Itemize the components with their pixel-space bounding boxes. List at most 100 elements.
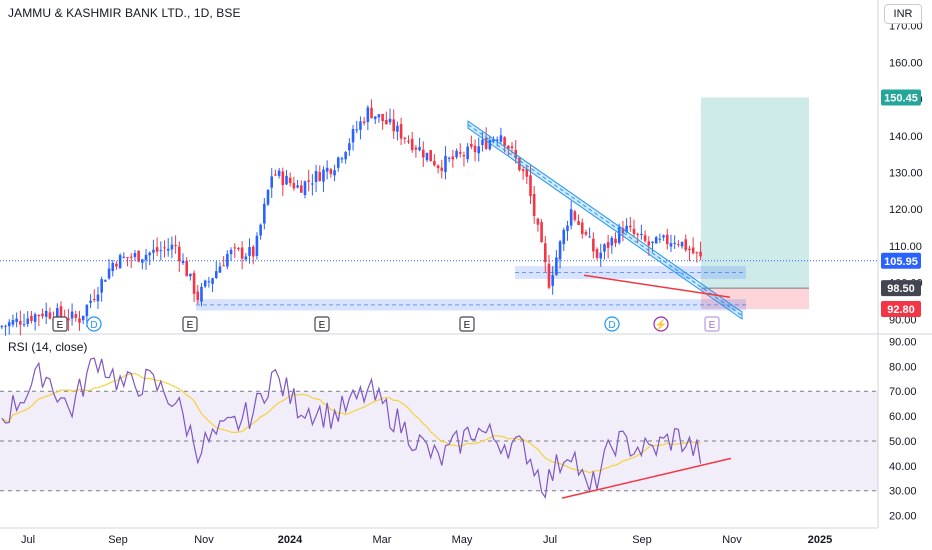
event-marker-dividend[interactable]: D: [604, 316, 620, 332]
candle-body: [444, 155, 447, 172]
candle-body: [396, 125, 399, 132]
candle-body: [144, 254, 148, 260]
candle-body: [355, 129, 359, 131]
candle-body: [388, 118, 392, 123]
candle-body: [373, 116, 377, 120]
event-marker-earnings[interactable]: E: [314, 316, 330, 332]
currency-button[interactable]: INR: [884, 4, 922, 24]
price-trendline[interactable]: [583, 274, 731, 299]
candle-body: [344, 152, 347, 160]
stop-zone[interactable]: [701, 288, 809, 310]
candle-body: [44, 310, 48, 317]
candle-body: [540, 222, 543, 243]
candle-body: [56, 308, 59, 322]
candle-body: [166, 248, 170, 251]
candle-body: [455, 150, 458, 158]
candle-body: [163, 247, 166, 249]
candle-body: [621, 227, 625, 234]
candle-body: [507, 145, 510, 149]
candle-body: [640, 233, 643, 236]
event-marker-label: E: [319, 320, 326, 331]
candle-body: [70, 311, 74, 319]
event-marker-dividend[interactable]: D: [86, 316, 102, 332]
event-marker-label: ⚡: [655, 318, 667, 331]
candle-body: [392, 119, 396, 132]
descending-channel[interactable]: [467, 120, 743, 320]
event-marker-earnings[interactable]: E: [182, 316, 198, 332]
candle-body: [333, 170, 336, 176]
rsi-trendline[interactable]: [561, 457, 732, 499]
candle-body: [170, 244, 174, 250]
candle-body: [525, 169, 529, 177]
candle-body: [510, 146, 514, 149]
candle-body: [274, 174, 277, 176]
candle-body: [532, 193, 536, 216]
candle-body: [244, 256, 248, 260]
candle-body: [263, 203, 266, 224]
candle-body: [580, 222, 584, 235]
candle-body: [196, 291, 200, 300]
time-tick-label: Sep: [108, 534, 128, 546]
candle-body: [381, 113, 384, 122]
price-tick-label: 140.00: [889, 131, 923, 143]
candle-body: [200, 286, 203, 302]
candle-body: [281, 171, 285, 186]
candle-body: [610, 237, 614, 246]
event-marker-split[interactable]: ⚡: [653, 316, 669, 332]
target-zone[interactable]: [701, 97, 809, 289]
candle-body: [322, 169, 325, 182]
symbol-title: JAMMU & KASHMIR BANK LTD., 1D, BSE: [8, 6, 241, 20]
event-marker-label: E: [709, 320, 716, 331]
rsi-tick-label: 70.00: [889, 386, 917, 398]
event-marker-earnings[interactable]: E: [459, 316, 475, 332]
candle-body: [299, 185, 303, 193]
price-label-text: 92.80: [887, 304, 915, 316]
price-tick-label: 130.00: [889, 168, 923, 180]
candle-body: [174, 245, 177, 247]
candle-body: [669, 243, 673, 247]
event-marker-earnings-upcoming[interactable]: E: [704, 316, 720, 332]
candle-body: [370, 107, 373, 118]
candle-body: [41, 313, 44, 317]
candle-body: [240, 247, 244, 259]
candle-body: [251, 246, 255, 257]
candle-body: [189, 273, 192, 277]
time-tick-label: 2024: [278, 534, 303, 546]
candle-body: [495, 139, 499, 141]
candle-body: [92, 299, 96, 301]
candle-body: [647, 241, 651, 246]
candle-body: [499, 135, 503, 142]
grid-lines: [0, 0, 932, 529]
candle-body: [340, 158, 344, 160]
candle-body: [680, 241, 684, 247]
candle-body: [37, 315, 41, 317]
candle-body: [636, 233, 639, 235]
candle-body: [104, 280, 107, 282]
event-marker-label: E: [57, 320, 64, 331]
candle-body: [107, 268, 111, 279]
axes: 170.00160.00150.00140.00130.00120.00110.…: [21, 21, 923, 546]
price-label-text: 98.50: [887, 283, 915, 295]
price-tick-label: 90.00: [889, 314, 917, 326]
event-marker-label: D: [90, 320, 97, 331]
candle-body: [651, 241, 654, 244]
candle-body: [255, 235, 259, 256]
time-tick-label: May: [452, 534, 473, 546]
event-markers[interactable]: E D E E E D ⚡ E: [52, 316, 720, 332]
candle-body: [348, 143, 351, 151]
candle-body: [218, 266, 222, 273]
candle-body: [418, 146, 421, 151]
candle-body: [569, 209, 573, 226]
candle-body: [67, 318, 70, 321]
candle-body: [429, 150, 432, 162]
candle-body: [462, 155, 466, 157]
event-marker-earnings[interactable]: E: [52, 316, 68, 332]
rsi-title: RSI (14, close): [8, 340, 88, 354]
candle-body: [303, 181, 307, 195]
candle-body: [30, 315, 33, 321]
candle-body: [292, 182, 296, 189]
candle-body: [296, 185, 299, 188]
time-tick-label: 2025: [808, 534, 832, 546]
candle-body: [248, 247, 251, 256]
